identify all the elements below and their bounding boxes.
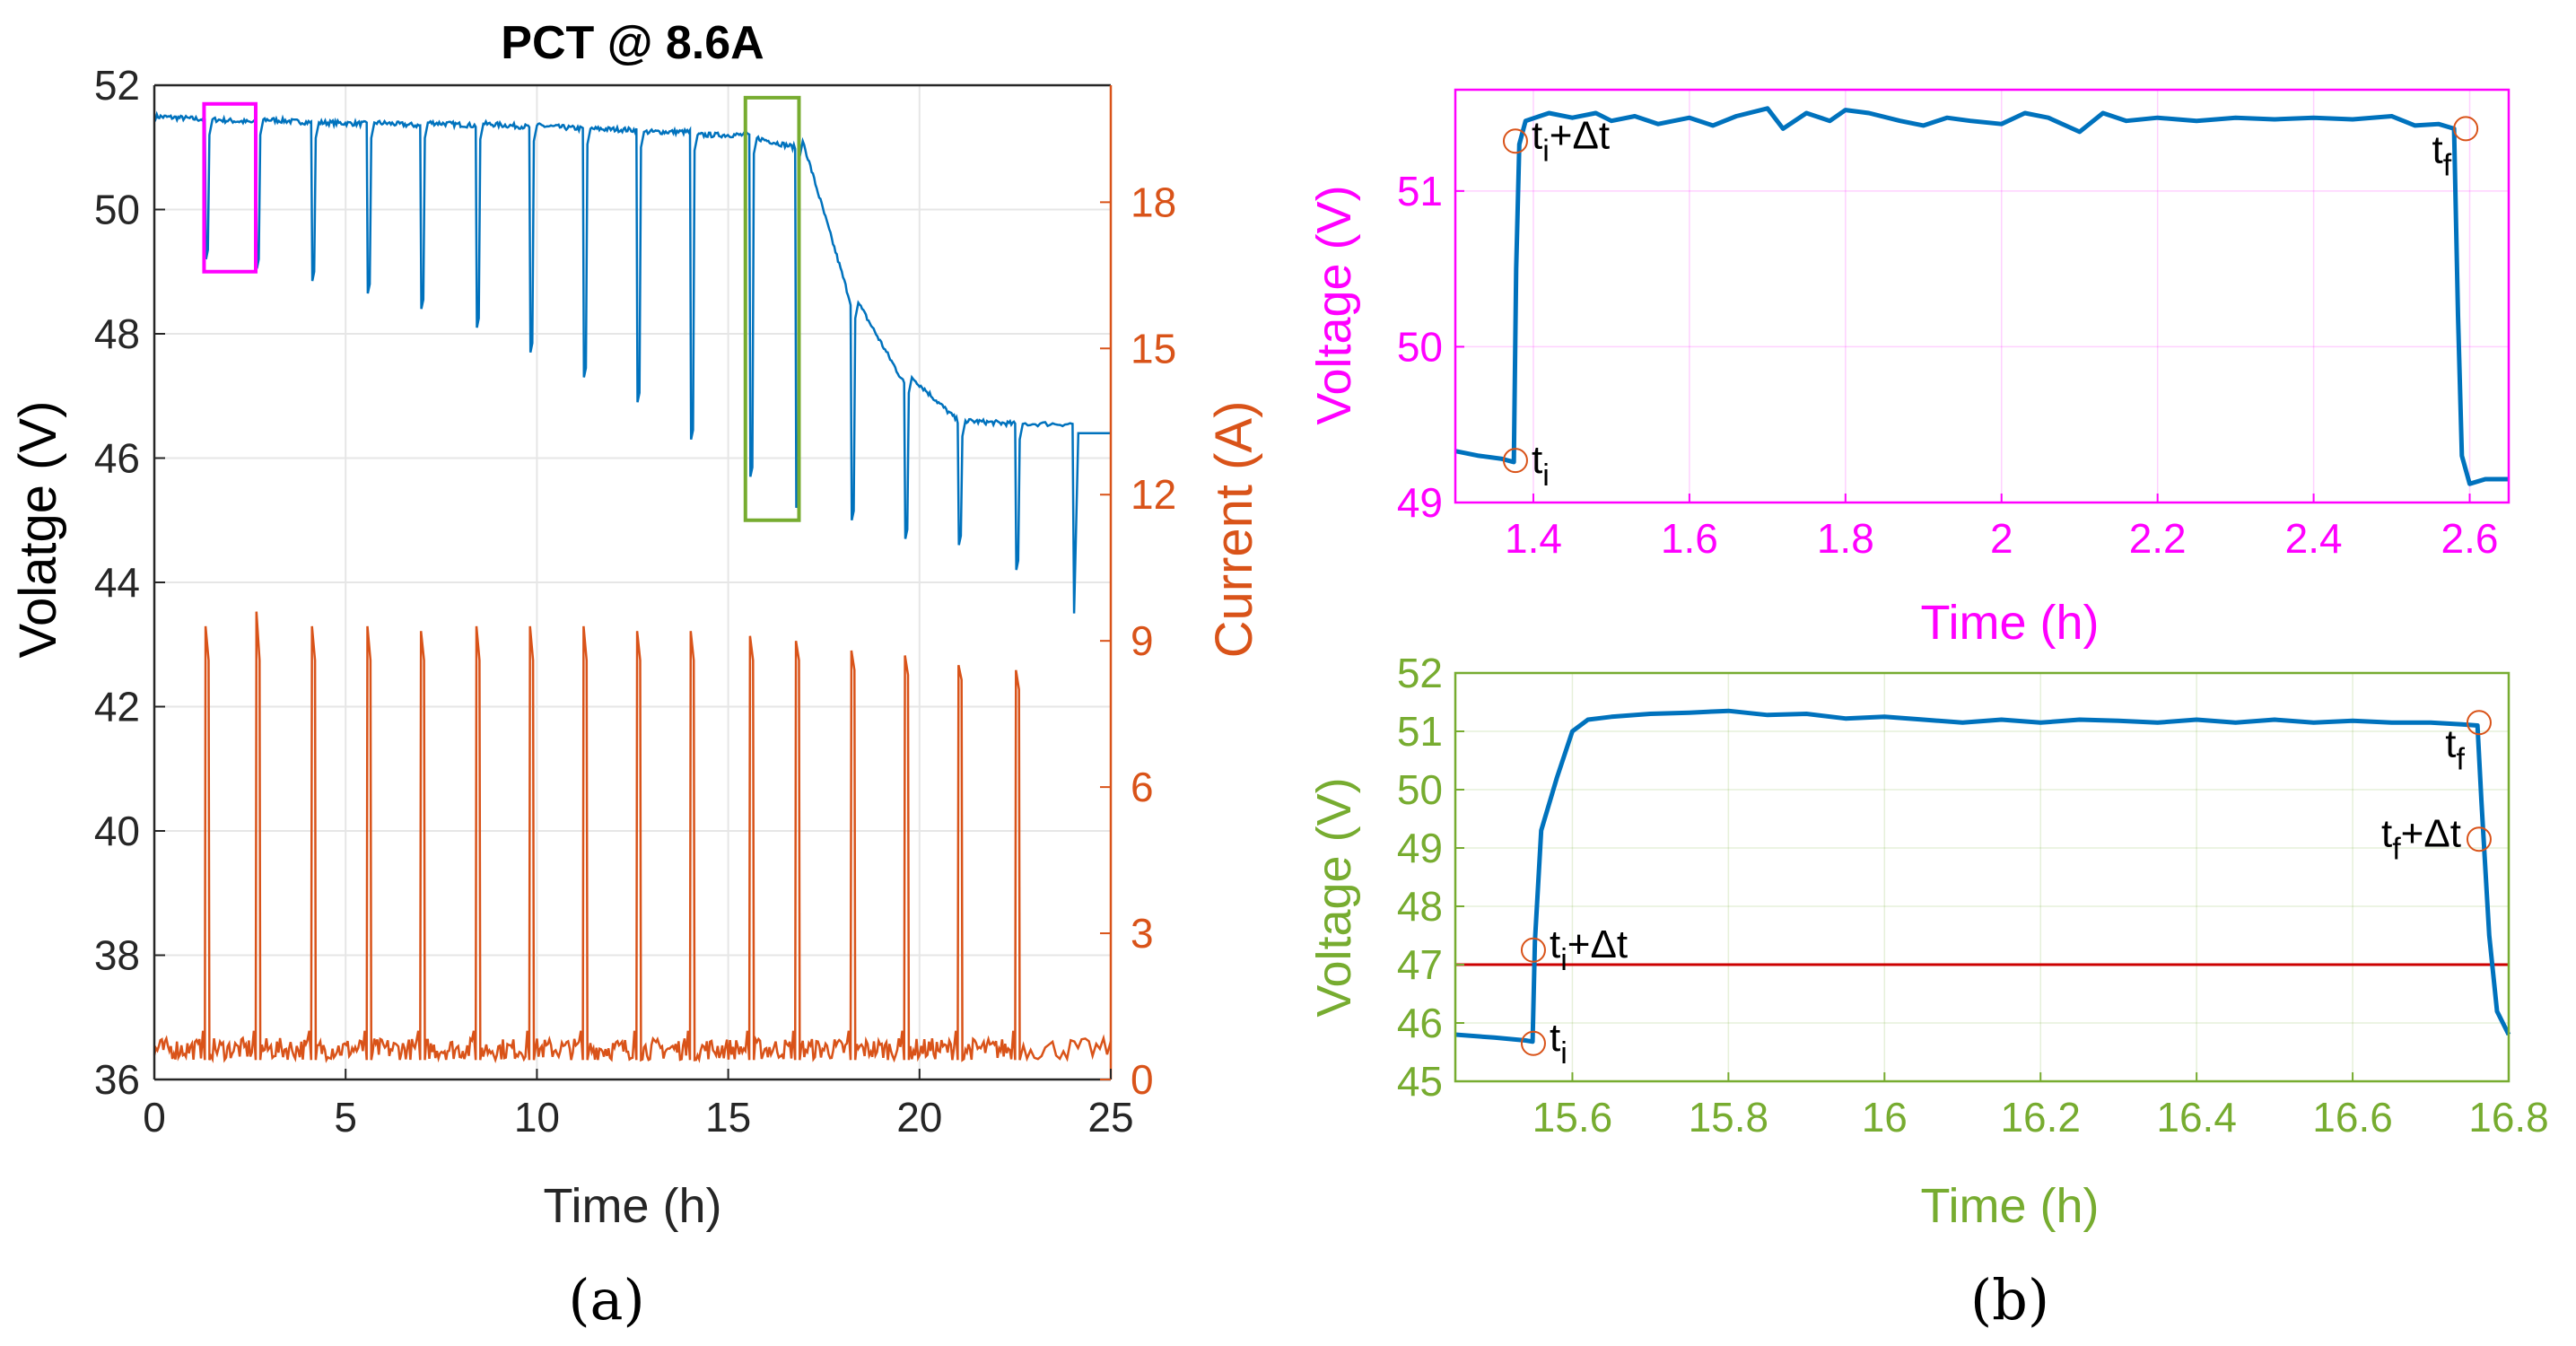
y-axis-label-b-bottom: Voltage (V) [1307, 777, 1361, 1017]
y-tick-label-bb: 46 [1397, 1000, 1443, 1046]
x-tick-label-a: 20 [896, 1094, 942, 1141]
x-tick-label-bb: 16.2 [2000, 1094, 2081, 1141]
x-tick-label-bb: 16.8 [2468, 1094, 2549, 1141]
marker-label-bb: ti+Δt [1550, 922, 1628, 977]
y-tick-label-left-a: 38 [94, 932, 140, 979]
y-tick-label-left-a: 52 [94, 62, 140, 109]
markers-b-top: ti ti+Δt tf [1502, 113, 2479, 493]
marker-circle-bt [1502, 128, 1528, 154]
x-tick-label-a: 5 [334, 1094, 357, 1141]
x-tick-label-bb: 16.4 [2156, 1094, 2237, 1141]
marker-label-bb: tf+Δt [2381, 811, 2461, 866]
x-tick-label-bt: 2.2 [2129, 515, 2187, 562]
y-tick-label-bb: 47 [1397, 941, 1443, 988]
y-tick-label-right-a: 9 [1131, 617, 1154, 664]
y-tick-label-bt: 50 [1397, 323, 1443, 370]
current-line-a [153, 611, 1113, 1064]
y-axis-label-left-a: Volatge (V) [9, 401, 67, 659]
x-axis-label-a: Time (h) [544, 1179, 722, 1233]
y-tick-label-left-a: 50 [94, 187, 140, 233]
marker-circle-bt [2453, 116, 2479, 142]
voltage-series-a [153, 110, 1111, 614]
x-tick-label-bb: 15.8 [1689, 1094, 1769, 1141]
y-tick-label-right-a: 0 [1131, 1056, 1154, 1103]
marker-label-bt: ti+Δt [1532, 113, 1610, 168]
y-tick-label-right-a: 15 [1131, 325, 1176, 371]
x-tick-label-bt: 2.6 [2441, 515, 2499, 562]
grid-a [153, 84, 1112, 1080]
marker-circle-bb [2466, 710, 2492, 736]
x-axis-label-b-bottom: Time (h) [1921, 1179, 2100, 1233]
current-series-a [153, 611, 1113, 1064]
marker-circle-bb [1520, 1030, 1546, 1056]
marker-circle-bt [1502, 448, 1528, 474]
y-tick-label-left-a: 44 [94, 559, 140, 606]
y-axis-label-b-top: Voltage (V) [1307, 185, 1361, 424]
axes-b-bottom: 15.6 15.8 16 16.2 16.4 16.6 16.8 45 46 47 48 49 50 51… [1397, 650, 2549, 1141]
y-tick-label-bb: 48 [1397, 883, 1443, 930]
highlight-box-magenta [202, 101, 258, 274]
y-tick-label-bt: 51 [1397, 168, 1443, 214]
axes-b-top: 1.4 1.6 1.8 2 2.2 2.4 2.6 49 50 51 [1397, 88, 2511, 562]
marker-label-bt: tf [2432, 127, 2451, 182]
voltage-line-bt [1454, 106, 2509, 486]
marker-label-bb: tf [2445, 721, 2465, 776]
x-tick-label-a: 15 [705, 1094, 751, 1141]
y-tick-label-left-a: 48 [94, 310, 140, 357]
y-tick-label-right-a: 6 [1131, 764, 1154, 810]
marker-label-bb: ti [1550, 1016, 1567, 1071]
y-tick-label-bb: 45 [1397, 1058, 1443, 1105]
voltage-series-b-bottom [1454, 708, 2511, 1044]
x-tick-label-bb: 15.6 [1533, 1094, 1613, 1141]
marker-label-bt: ti [1532, 438, 1550, 493]
marker-circle-bb [1520, 937, 1546, 963]
markers-b-bottom: ti ti+Δt tf tf+Δt [1520, 710, 2492, 1071]
y-tick-label-left-a: 46 [94, 435, 140, 482]
axes-box-bt [1454, 88, 2511, 504]
y-tick-label-bb: 52 [1397, 650, 1443, 696]
caption-b: (b) [1970, 1267, 2049, 1333]
y-tick-label-bb: 51 [1397, 708, 1443, 755]
highlight-box-green [743, 95, 801, 522]
axes-box-bb [1454, 671, 2511, 1083]
voltage-line-bb [1454, 708, 2511, 1044]
x-tick-label-bt: 1.4 [1505, 515, 1562, 562]
marker-circle-bb [2466, 826, 2492, 852]
y-tick-label-right-a: 3 [1131, 910, 1154, 957]
y-tick-label-right-a: 18 [1131, 179, 1176, 225]
y-tick-label-left-a: 36 [94, 1056, 140, 1103]
y-tick-label-right-a: 12 [1131, 471, 1176, 518]
highlight-boxes-a [202, 95, 801, 522]
x-tick-label-bt: 1.8 [1817, 515, 1874, 562]
panel-b-bottom: 15.6 15.8 16 16.2 16.4 16.6 16.8 45 46 47 48 49 50 51… [1307, 650, 2549, 1233]
x-tick-label-bt: 2 [1990, 515, 2013, 562]
grid-b-bottom [1455, 672, 2510, 1082]
x-tick-label-bt: 2.4 [2285, 515, 2343, 562]
y-tick-label-bt: 49 [1397, 479, 1443, 526]
grid-b-top [1455, 90, 2509, 503]
voltage-line-a [153, 110, 1111, 614]
x-tick-label-a: 0 [143, 1094, 166, 1141]
x-tick-label-bt: 1.6 [1661, 515, 1718, 562]
x-axis-label-b-top: Time (h) [1921, 596, 2100, 650]
y-axis-label-right-a: Current (A) [1205, 401, 1263, 659]
y-tick-label-bb: 49 [1397, 825, 1443, 871]
x-tick-label-a: 25 [1087, 1094, 1133, 1141]
caption-a: (a) [568, 1267, 644, 1333]
y-tick-label-bb: 50 [1397, 766, 1443, 813]
y-tick-label-left-a: 42 [94, 684, 140, 730]
x-tick-label-bb: 16.6 [2312, 1094, 2393, 1141]
voltage-series-b-top [1454, 106, 2509, 486]
panel-b-top: 1.4 1.6 1.8 2 2.2 2.4 2.6 49 50 51 ti ti+Δt tf Time… [1307, 88, 2511, 650]
x-tick-label-bb: 16 [1862, 1094, 1908, 1141]
chart-title-a: PCT @ 8.6A [501, 17, 764, 69]
y-tick-label-left-a: 40 [94, 808, 140, 854]
x-tick-label-a: 10 [514, 1094, 560, 1141]
